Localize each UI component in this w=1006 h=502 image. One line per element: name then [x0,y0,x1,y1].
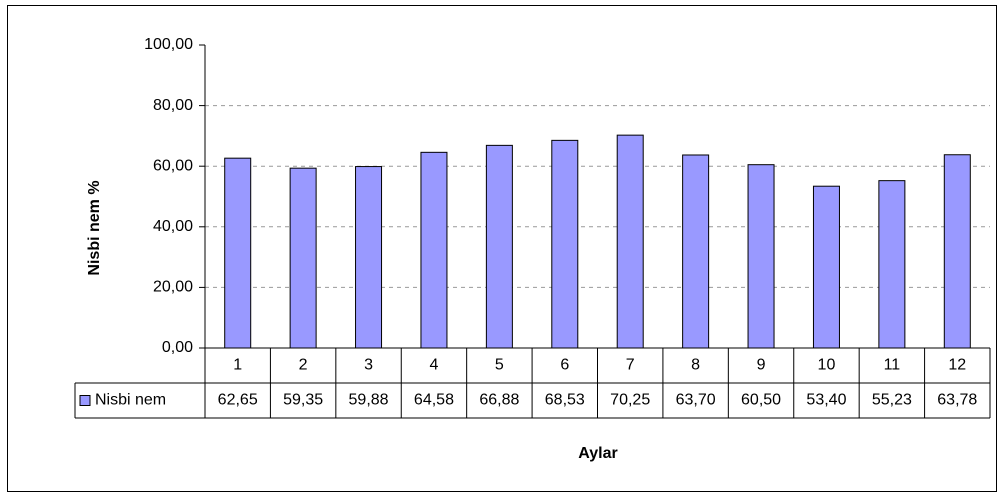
data-label: 63,78 [937,392,977,409]
y-tick-label: 40,00 [153,218,193,235]
x-tick-label: 7 [626,357,635,374]
y-axis-title: Nisbi nem % [86,180,103,275]
data-label: 55,23 [872,392,912,409]
data-label: 70,25 [610,392,650,409]
data-label: 63,70 [676,392,716,409]
x-axis-title: Aylar [578,445,617,462]
bar [943,154,971,349]
x-tick-label: 3 [364,357,373,374]
x-tick-label: 4 [430,357,439,374]
data-label: 62,65 [218,392,258,409]
x-tick-label: 9 [757,357,766,374]
data-label: 64,58 [414,392,454,409]
x-tick-label: 8 [691,357,700,374]
data-label: 53,40 [806,392,846,409]
bar [355,166,383,349]
bar [224,157,252,349]
y-tick-label: 20,00 [153,279,193,296]
legend-label: Nisbi nem [95,392,166,409]
y-tick-label: 80,00 [153,97,193,114]
legend-key [79,395,91,406]
x-tick-label: 12 [948,357,966,374]
data-label: 59,88 [349,392,389,409]
x-tick-label: 5 [495,357,504,374]
bar [485,144,513,349]
bar [878,180,906,349]
x-tick-label: 2 [299,357,308,374]
bar [616,134,644,349]
y-tick-label: 100,00 [144,36,193,53]
bar [420,151,448,349]
data-label: 66,88 [479,392,519,409]
x-tick-label: 6 [560,357,569,374]
bar [289,167,317,349]
x-tick-label: 11 [884,357,901,374]
bar [812,185,840,349]
data-label: 59,35 [283,392,323,409]
x-tick-label: 1 [233,357,242,374]
bar [682,154,710,349]
y-tick-label: 0,00 [162,339,193,356]
bar [747,164,775,349]
data-label: 60,50 [741,392,781,409]
bar [551,139,579,349]
data-label: 68,53 [545,392,585,409]
x-tick-label: 10 [818,357,836,374]
y-tick-label: 60,00 [153,157,193,174]
